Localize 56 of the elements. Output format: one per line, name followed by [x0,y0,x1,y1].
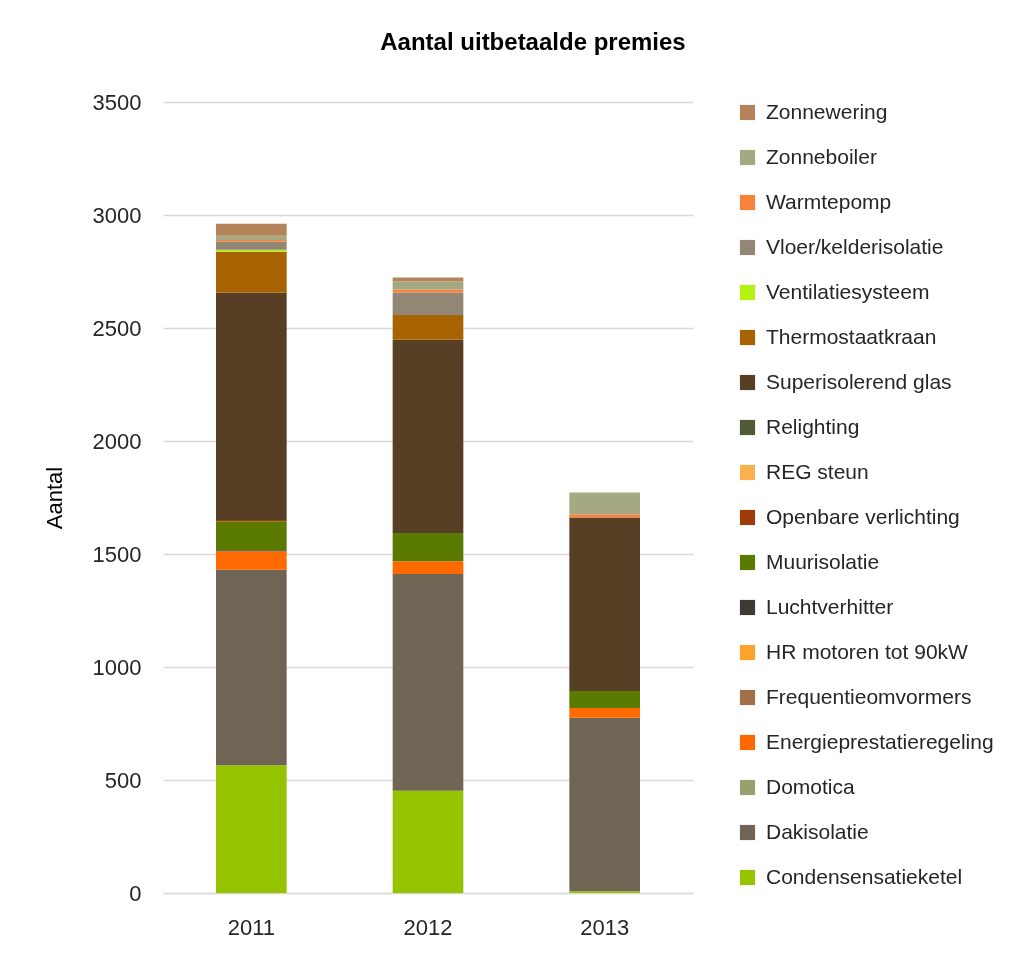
legend-label: REG steun [766,459,869,483]
chart-title: Aantal uitbetaalde premies [380,28,686,55]
legend-label: Warmtepomp [766,189,892,213]
bar [392,289,464,293]
y-tick-label: 500 [104,767,142,793]
bar [392,339,464,533]
bar [569,690,640,708]
bar [392,790,464,893]
y-tick-label: 2000 [92,428,142,454]
y-tick-label: 1000 [92,654,142,680]
bar [569,707,640,718]
bar [569,517,640,691]
legend-label: Domotica [766,774,856,798]
bar [216,235,287,241]
x-tick-label: 2011 [227,914,275,940]
y-axis-title: Aantal [41,466,67,530]
legend-label: Superisolerend glas [766,369,952,393]
legend-label: Zonneboiler [766,144,877,168]
y-tick-label: 2500 [92,315,142,341]
bar [392,561,464,574]
bar [216,249,287,252]
bar [216,551,287,570]
bar [216,765,287,893]
bar [569,717,640,892]
bar [392,292,464,315]
legend-label: Muurisolatie [766,549,880,573]
x-tick-label: 2012 [403,914,453,940]
bar [216,292,287,521]
legend-label: Ventilatiesysteem [766,279,930,303]
legend-label: Thermostaatkraan [766,324,937,348]
bar [569,492,640,515]
legend-label: Openbare verlichting [766,504,960,528]
y-tick-label: 1500 [92,541,142,567]
legend-label: Dakisolatie [766,819,869,843]
bar [216,569,287,766]
legend-label: HR motoren tot 90kW [766,639,969,663]
y-tick-label: 0 [129,880,142,906]
y-tick-label: 3500 [92,89,142,115]
bar [216,521,287,551]
bar [392,281,464,290]
bar [216,251,287,293]
y-tick-label: 3000 [92,202,142,228]
legend-label: Relighting [766,414,860,438]
legend-label: Energieprestatieregeling [766,729,994,753]
bar [392,314,464,340]
legend-label: Condensensatieketel [766,864,963,888]
bar [569,514,640,518]
legend-label: Frequentieomvormers [766,684,972,708]
x-tick-label: 2013 [580,914,630,940]
bar [216,241,287,250]
legend-label: Zonnewering [766,99,888,123]
bar [216,223,287,236]
bar [392,573,464,791]
legend-label: Vloer/kelderisolatie [766,234,944,258]
bar [392,532,464,562]
legend-label: Luchtverhitter [766,594,894,618]
